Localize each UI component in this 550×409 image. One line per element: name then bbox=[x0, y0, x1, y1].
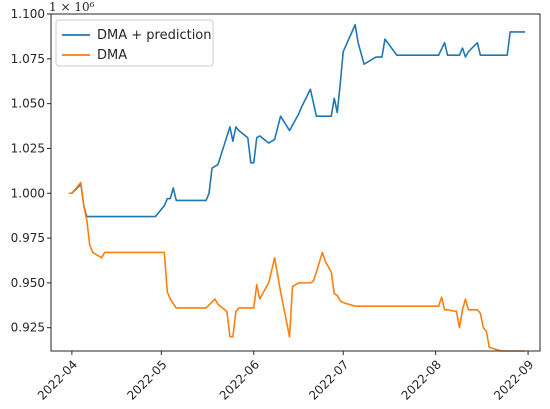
series-line-0 bbox=[68, 23, 526, 218]
x-tick-label: 2022-06 bbox=[217, 357, 262, 402]
legend-box bbox=[55, 19, 214, 67]
x-tick-label: 2022-04 bbox=[35, 357, 80, 402]
x-tick-label: 2022-05 bbox=[124, 357, 169, 402]
plot-frame bbox=[50, 13, 541, 352]
y-tick-label: 1.000 bbox=[11, 186, 45, 200]
x-tick-label: 2022-07 bbox=[306, 357, 351, 402]
legend-label-dma: DMA bbox=[97, 48, 127, 63]
legend: DMA + prediction DMA bbox=[55, 19, 214, 67]
x-tick-label: 2022-08 bbox=[399, 357, 444, 402]
y-axis: 0.925 0.950 0.975 1.000 1.025 1.050 1.075 1.100 bbox=[11, 7, 51, 335]
legend-label-dma-prediction: DMA + prediction bbox=[97, 28, 212, 43]
y-tick-label: 0.950 bbox=[11, 276, 45, 290]
y-tick-label: 1.100 bbox=[11, 7, 45, 21]
y-tick-label: 1.050 bbox=[11, 97, 45, 111]
series-layer bbox=[68, 23, 526, 352]
y-tick-label: 1.025 bbox=[11, 141, 45, 155]
x-axis: 2022-04 2022-05 2022-06 2022-07 2022-08 2022-… bbox=[35, 351, 536, 403]
x-tick-label: 2022-09 bbox=[491, 357, 536, 402]
y-tick-label: 0.975 bbox=[11, 231, 45, 245]
y-tick-label: 1.075 bbox=[11, 52, 45, 66]
y-axis-offset-label: 1 × 10⁶ bbox=[49, 0, 95, 14]
series-line-1 bbox=[68, 181, 526, 352]
y-tick-label: 0.925 bbox=[11, 321, 45, 335]
